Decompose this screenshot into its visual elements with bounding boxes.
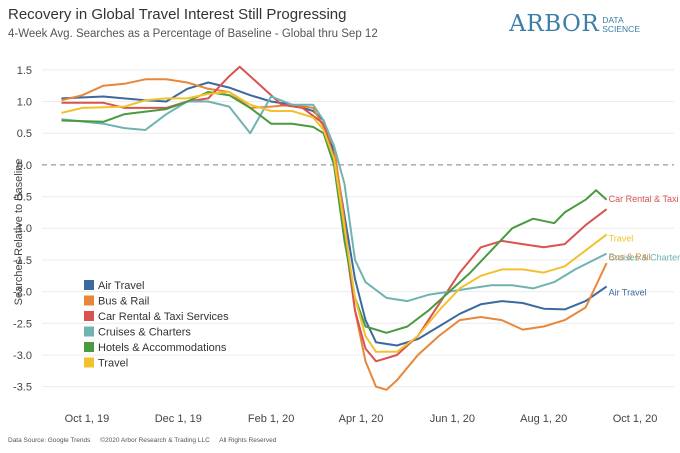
y-tick-label: 1.0	[17, 97, 32, 109]
chart-title: Recovery in Global Travel Interest Still…	[8, 6, 347, 23]
legend-label-hotels-accommodations: Hotels & Accommodations	[98, 342, 227, 354]
y-tick-label: 1.5	[17, 65, 32, 77]
legend-swatch-bus-rail	[84, 295, 94, 306]
y-tick-label: -2.0	[13, 287, 32, 299]
legend-swatch-travel	[84, 357, 94, 368]
x-tick-label: Aug 1, 20	[520, 413, 567, 425]
legend-swatch-hotels-accommodations	[84, 342, 94, 352]
end-label-travel: Travel	[609, 234, 634, 244]
logo-sub-line2: SCIENCE	[602, 24, 640, 34]
x-tick-label: Oct 1, 20	[613, 413, 658, 425]
y-tick-label: -3.5	[13, 382, 32, 394]
y-tick-label: -0.5	[13, 192, 32, 204]
gridlines	[42, 69, 674, 388]
end-label-air-travel: Air Travel	[609, 288, 647, 298]
footer: Data Source: Google Trends ©2020 Arbor R…	[8, 437, 284, 444]
y-tick-label: -1.5	[13, 255, 32, 267]
footer-copyright: ©2020 Arbor Research & Trading LLC	[100, 437, 210, 444]
series-line-cruises-charters	[61, 95, 608, 303]
series-end-labels: Air Travel Bus & Rail Car Rental & Taxi Se…	[609, 194, 680, 297]
y-tick-label: 0.0	[17, 160, 32, 172]
legend-swatch-cruises-charters	[84, 326, 94, 337]
legend-swatch-car-rental-taxi-services	[84, 311, 94, 321]
x-tick-label: Dec 1, 19	[155, 413, 202, 425]
y-axis-ticks: 1.5 1.0 0.5 0.0 -0.5 -1.0 -1.5 -2.0 -2.5 -3.0 -3.5	[13, 65, 32, 394]
arbor-logo: ARBOR DATA SCIENCE	[509, 13, 640, 36]
x-tick-label: Jun 1, 20	[430, 413, 475, 425]
y-axis-label: Searches Relative to Baseline	[13, 159, 25, 306]
legend-label-bus-rail: Bus & Rail	[98, 296, 149, 308]
series-line-travel	[61, 91, 608, 353]
y-tick-label: -3.0	[13, 350, 32, 362]
legend-label-air-travel: Air Travel	[98, 280, 144, 292]
end-label-car-rental-taxi-services: Car Rental & Taxi Services	[609, 194, 680, 204]
y-tick-label: -1.0	[13, 223, 32, 235]
footer-source: Data Source: Google Trends	[8, 437, 91, 444]
series-lines	[61, 65, 608, 391]
end-label-bus-rail: Bus & Rail	[609, 252, 651, 262]
legend-swatch-air-travel	[84, 280, 94, 290]
y-tick-label: -2.5	[13, 318, 32, 330]
legend-label-cruises-charters: Cruises & Charters	[98, 327, 191, 339]
legend-label-travel: Travel	[98, 358, 128, 370]
footer-rights: All Rights Reserved	[219, 437, 277, 444]
legend-label-car-rental-taxi-services: Car Rental & Taxi Services	[98, 311, 229, 323]
x-tick-label: Apr 1, 20	[339, 413, 384, 425]
logo-wordmark: ARBOR	[509, 11, 600, 37]
logo-subtext: DATA SCIENCE	[602, 16, 640, 34]
legend: Air Travel Bus & Rail Car Rental & Taxi Se…	[84, 280, 229, 370]
x-tick-label: Oct 1, 19	[65, 413, 110, 425]
chart-subtitle: 4-Week Avg. Searches as a Percentage of …	[8, 28, 378, 40]
y-tick-label: 0.5	[17, 128, 32, 140]
end-label-cruises-charters: Cruises & Charters	[609, 253, 680, 263]
logo-sub-line1: DATA	[602, 15, 624, 25]
x-axis-ticks: Oct 1, 19 Dec 1, 19 Feb 1, 20 Apr 1, 20 Jun …	[65, 413, 658, 425]
x-tick-label: Feb 1, 20	[248, 413, 294, 425]
